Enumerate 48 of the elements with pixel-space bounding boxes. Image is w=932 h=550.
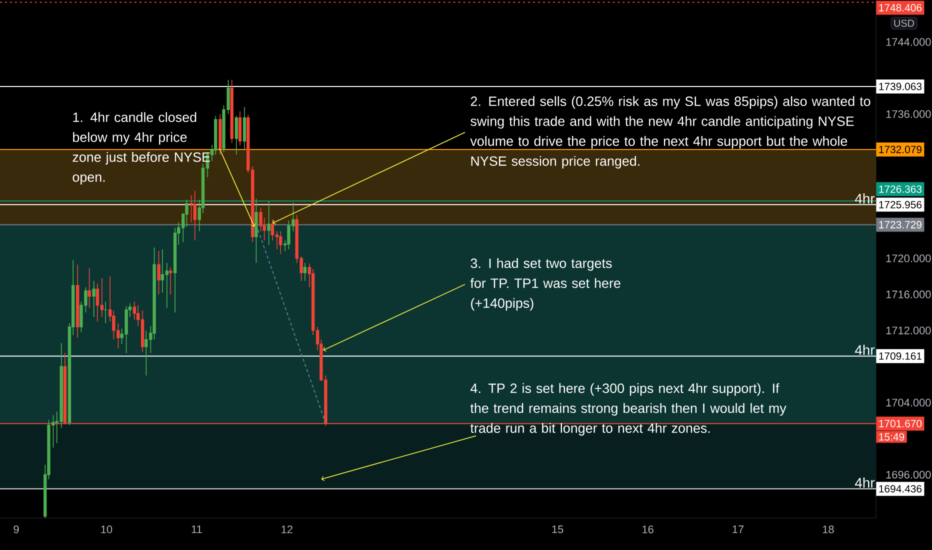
candlestick [267,201,270,246]
y-tick-label: 1696.000 [886,470,931,479]
candlestick [88,268,91,308]
annotation: 2. Entered sells (0.25% risk as my SL was 85pips) also wanted to swing this trade and with the new 4hr candle anticipating NYSE volume to drive the price to the next 4hr support but the whole NYSE session price ranged. [470,96,870,169]
y-tick-label: 1744.000 [886,38,931,46]
ref-line-label: 1701.670 [879,420,922,428]
ref-line-label: 1709.161 [879,352,922,360]
annotation: 4hr [854,478,875,488]
ref-line-label: 1739.063 [879,82,922,90]
candlestick [238,111,242,146]
candlestick [242,106,246,151]
candlestick [234,116,238,156]
candlestick [157,250,160,295]
candlestick [76,264,80,338]
ref-line-label: 1748.406 [879,4,922,12]
ref-line-label: 1694.436 [879,485,922,493]
candlestick [254,198,258,264]
candlestick [100,278,104,318]
x-tick-label: 15 [552,526,564,534]
candlestick [303,262,307,282]
y-tick-label: 1736.000 [886,110,931,118]
ref-line-label: 1726.363 [879,185,922,193]
ref-line-label: 1723.729 [879,221,922,228]
x-tick-label: 18 [822,526,834,534]
x-tick-label: 9 [14,526,19,534]
annotation: 4hr [854,193,875,204]
y-tick-label: 1720.000 [886,254,931,262]
candlestick [168,266,172,295]
annotation: 4. TP 2 is set here (+300 pips next 4hr support). If the trend remains strong bearish then I would let my trade run a bit longer to next 4hr zones. [470,383,786,436]
x-tick-label: 12 [282,526,292,534]
annotation: 3. I had set two targets for TP. TP1 was set here (+140pips) [470,258,620,311]
annotation: 1. 4hr candle closed below my 4hr price zone just before NYSE open. [72,112,210,185]
x-tick-label: 16 [642,526,654,534]
candlestick [278,230,282,254]
candlestick [104,301,108,324]
y-tick-label: 1716.000 [886,290,931,298]
x-tick-label: 11 [192,526,202,534]
x-tick-label: 10 [101,526,112,534]
ref-line-label: 1725.956 [879,200,922,208]
x-tick-label: 17 [732,526,744,534]
candlestick [92,280,96,318]
y-tick-label: 1704.000 [886,398,931,406]
y-tick-label: 1712.000 [886,326,931,334]
ref-line-label: 1732.079 [879,146,922,154]
annotation: 4hr [854,344,875,355]
candlestick [193,190,196,241]
text: USD [894,20,914,27]
text: 15:49 [879,433,904,441]
